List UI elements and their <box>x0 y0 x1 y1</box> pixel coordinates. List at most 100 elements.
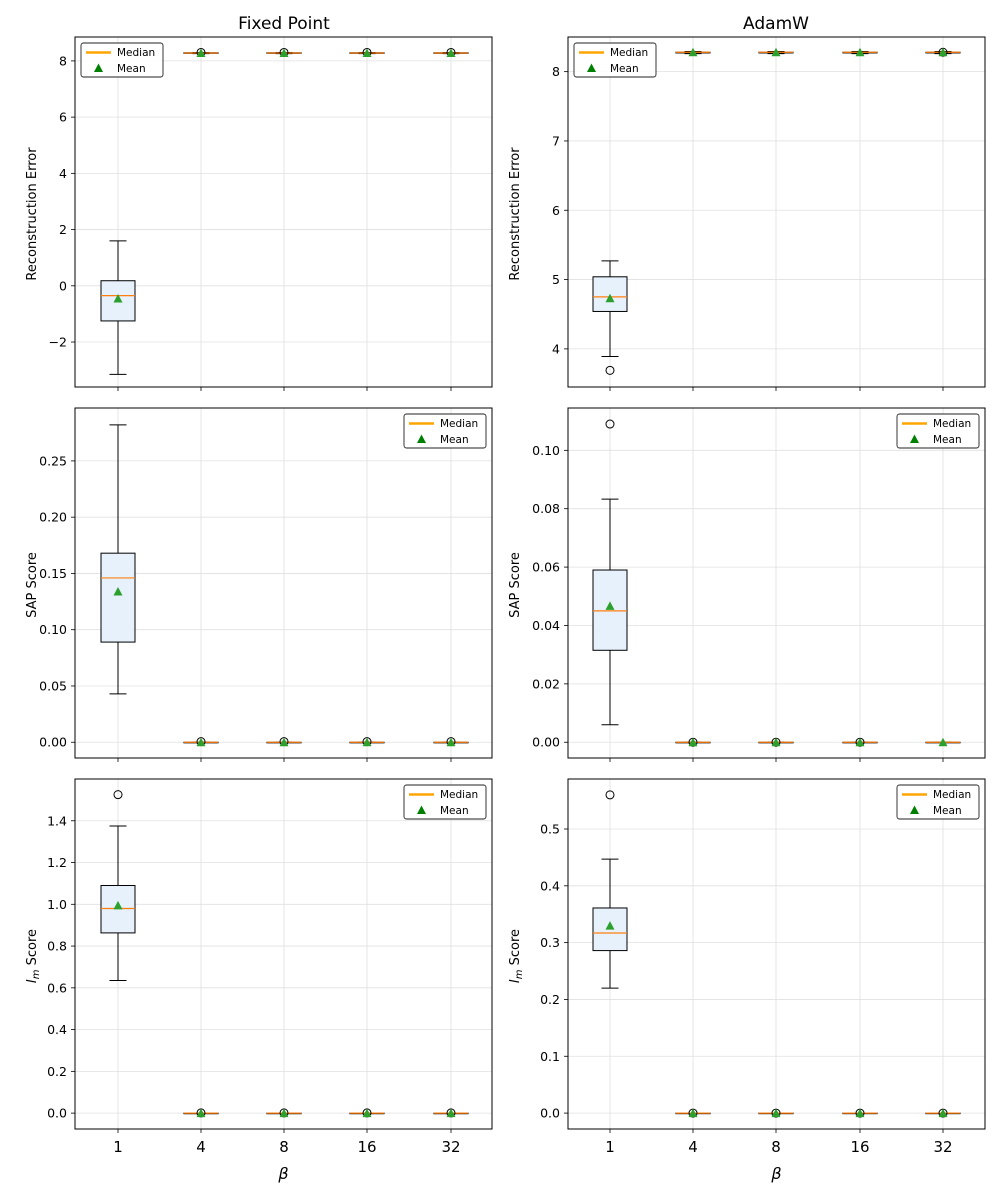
mean-marker <box>196 737 206 747</box>
outlier-point <box>605 419 615 429</box>
y-tick-label: 0.25 <box>39 453 67 468</box>
legend-mean-swatch <box>587 63 596 72</box>
box-beta-16 <box>842 1108 878 1118</box>
y-tick-label: 8 <box>552 64 560 79</box>
box-beta-4 <box>675 47 711 57</box>
box-iqr <box>592 569 628 651</box>
box-beta-32 <box>433 737 469 747</box>
x-axis-label: β <box>770 1164 781 1183</box>
box-beta-8 <box>758 737 794 747</box>
box-iqr <box>100 552 136 643</box>
box-beta-8 <box>266 47 302 58</box>
legend-mean-label: Mean <box>933 805 962 817</box>
y-tick-label: 0.4 <box>540 878 560 893</box>
panel-adamw-reconstruction: 4 5 6 7 8 Reconstruction Error Median Mean <box>508 36 986 391</box>
mean-marker <box>446 737 456 747</box>
mean-marker <box>938 737 948 747</box>
mean-marker <box>196 1108 206 1118</box>
y-tick-label: −2 <box>49 335 67 350</box>
y-tick-label: 0.4 <box>47 1022 67 1037</box>
y-axis-label: Reconstruction Error <box>508 147 523 281</box>
box-beta-1 <box>100 424 136 695</box>
y-axis-label: Reconstruction Error <box>25 147 40 281</box>
y-tick-label: 0.06 <box>532 560 560 575</box>
y-tick-label: 0.08 <box>532 501 560 516</box>
panels-grid: −2 0 2 4 6 8 Reconstruction Error Median Mean 4 5 6… <box>25 36 986 1183</box>
y-tick-label: 2 <box>59 222 67 237</box>
mean-marker <box>196 48 206 58</box>
y-tick-label: 0.1 <box>540 1049 560 1064</box>
box-beta-32 <box>925 1108 961 1118</box>
legend-mean-label: Mean <box>440 434 469 446</box>
column-title-adamw: AdamW <box>743 14 809 34</box>
box-beta-32 <box>433 47 469 58</box>
mean-marker <box>938 47 948 57</box>
legend: Median Mean <box>573 42 657 78</box>
mean-marker <box>605 293 615 303</box>
legend: Median Mean <box>896 413 980 449</box>
legend-median-label: Median <box>440 789 478 801</box>
x-axis-label: β <box>277 1164 288 1183</box>
box-beta-4 <box>183 737 219 747</box>
box-beta-8 <box>758 47 794 57</box>
y-tick-label: 0.0 <box>47 1106 67 1121</box>
y-tick-label: 0 <box>59 278 67 293</box>
y-tick-label: 0.00 <box>39 735 67 750</box>
legend-mean-swatch <box>417 434 426 443</box>
axes-frame <box>567 407 986 759</box>
x-tick-label: 32 <box>441 1138 460 1156</box>
mean-marker <box>279 1108 289 1118</box>
y-tick-label: 0.0 <box>540 1106 560 1121</box>
box-beta-1 <box>100 240 136 375</box>
legend-mean-swatch <box>910 805 919 814</box>
legend-mean-label: Mean <box>933 434 962 446</box>
mean-marker <box>279 737 289 747</box>
legend-median-label: Median <box>610 47 648 59</box>
box-beta-16 <box>842 737 878 747</box>
y-tick-label: 0.3 <box>540 935 560 950</box>
y-tick-label: 4 <box>59 166 67 181</box>
outlier-point <box>113 790 123 800</box>
mean-marker <box>771 1108 781 1118</box>
x-tick-label: 1 <box>605 1138 615 1156</box>
legend: Median Mean <box>403 413 487 449</box>
panel-adamw-im: 0.0 0.1 0.2 0.3 0.4 0.5 1 4 8 16 32 Im Score β Median… <box>508 778 986 1183</box>
x-tick-label: 1 <box>113 1138 123 1156</box>
box-beta-4 <box>183 1108 219 1118</box>
y-tick-label: 0.00 <box>532 735 560 750</box>
x-tick-label: 16 <box>850 1138 869 1156</box>
mean-marker <box>688 737 698 747</box>
legend-mean-label: Mean <box>440 805 469 817</box>
y-axis-label: SAP Score <box>508 552 523 618</box>
y-tick-label: 0.10 <box>39 622 67 637</box>
axes-frame <box>74 36 493 388</box>
box-beta-1 <box>592 260 628 375</box>
y-axis-label: SAP Score <box>25 552 40 618</box>
legend-mean-label: Mean <box>117 63 146 75</box>
box-beta-32 <box>925 737 961 747</box>
y-tick-label: 0.05 <box>39 678 67 693</box>
y-tick-label: 0.6 <box>47 980 67 995</box>
axes-frame <box>567 778 986 1130</box>
legend: Median Mean <box>80 42 164 78</box>
mean-marker <box>362 48 372 58</box>
mean-marker <box>113 586 123 596</box>
y-tick-label: 4 <box>552 341 560 356</box>
y-tick-label: 6 <box>59 110 67 125</box>
box-beta-1 <box>100 790 136 982</box>
legend-mean-swatch <box>417 805 426 814</box>
axes-frame <box>567 36 986 388</box>
axes-frame <box>74 407 493 759</box>
mean-marker <box>605 921 615 930</box>
box-beta-32 <box>433 1108 469 1118</box>
box-beta-1 <box>592 790 628 989</box>
mean-marker <box>855 737 865 747</box>
legend-mean-swatch <box>910 434 919 443</box>
box-beta-16 <box>349 737 385 747</box>
mean-marker <box>362 737 372 747</box>
mean-marker <box>771 737 781 747</box>
box-beta-16 <box>349 1108 385 1118</box>
y-tick-label: 1.2 <box>47 855 67 870</box>
